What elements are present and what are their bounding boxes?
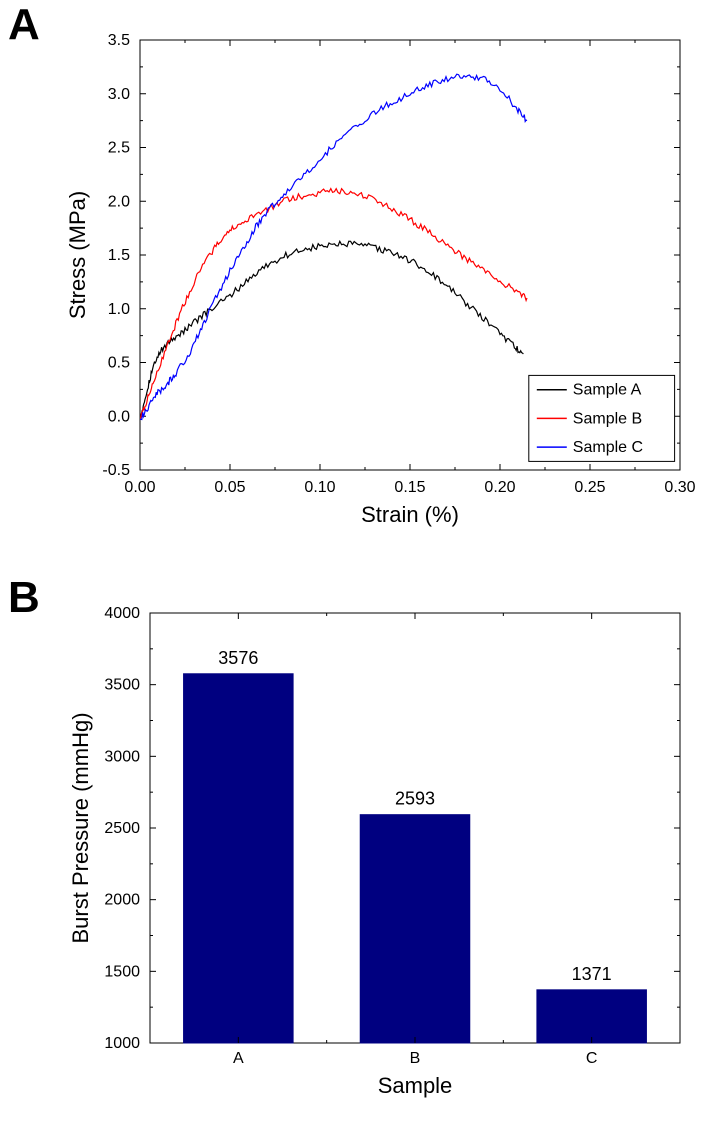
panel-b-label: B: [8, 573, 40, 623]
svg-text:3.0: 3.0: [108, 86, 130, 103]
svg-text:1.5: 1.5: [108, 247, 130, 264]
svg-text:2000: 2000: [104, 892, 140, 909]
svg-text:1500: 1500: [104, 963, 140, 980]
panel-a-chart: 0.00 0.05 0.10 0.15 0.20 0.25 0.30 -0.5 0.0 0.5 1.…: [55, 18, 705, 558]
svg-text:2593: 2593: [395, 789, 435, 809]
svg-text:Sample C: Sample C: [573, 439, 643, 456]
svg-text:0.25: 0.25: [574, 479, 605, 496]
svg-text:-0.5: -0.5: [102, 462, 130, 479]
svg-text:3.5: 3.5: [108, 32, 130, 49]
svg-text:0.30: 0.30: [664, 479, 695, 496]
svg-text:3000: 3000: [104, 748, 140, 765]
svg-text:0.0: 0.0: [108, 408, 130, 425]
figure-page: { "panelA": { "label": "A", "label_fonts…: [0, 0, 716, 1131]
svg-text:Stress (MPa): Stress (MPa): [65, 191, 90, 319]
svg-text:3500: 3500: [104, 677, 140, 694]
svg-text:0.05: 0.05: [214, 479, 245, 496]
svg-text:Strain (%): Strain (%): [361, 502, 459, 527]
svg-text:Sample: Sample: [378, 1073, 453, 1098]
svg-text:Burst Pressure (mmHg): Burst Pressure (mmHg): [68, 712, 93, 943]
svg-text:1371: 1371: [572, 964, 612, 984]
svg-text:2.0: 2.0: [108, 193, 130, 210]
svg-text:C: C: [586, 1050, 598, 1067]
svg-text:0.5: 0.5: [108, 355, 130, 372]
svg-text:A: A: [233, 1050, 244, 1067]
svg-text:B: B: [410, 1050, 421, 1067]
svg-text:4000: 4000: [104, 605, 140, 622]
svg-text:3576: 3576: [218, 648, 258, 668]
svg-text:0.00: 0.00: [124, 479, 155, 496]
svg-text:0.15: 0.15: [394, 479, 425, 496]
svg-text:2.5: 2.5: [108, 140, 130, 157]
svg-text:0.20: 0.20: [484, 479, 515, 496]
svg-text:0.10: 0.10: [304, 479, 335, 496]
panel-a-label: A: [8, 0, 40, 50]
svg-text:Sample A: Sample A: [573, 382, 642, 399]
svg-text:Sample B: Sample B: [573, 410, 642, 427]
svg-text:1000: 1000: [104, 1035, 140, 1052]
panel-b-chart: 1000 1500 2000 2500 3000 3500 4000 3576 A 2593 B 13…: [55, 595, 705, 1115]
svg-text:2500: 2500: [104, 820, 140, 837]
svg-text:1.0: 1.0: [108, 301, 130, 318]
